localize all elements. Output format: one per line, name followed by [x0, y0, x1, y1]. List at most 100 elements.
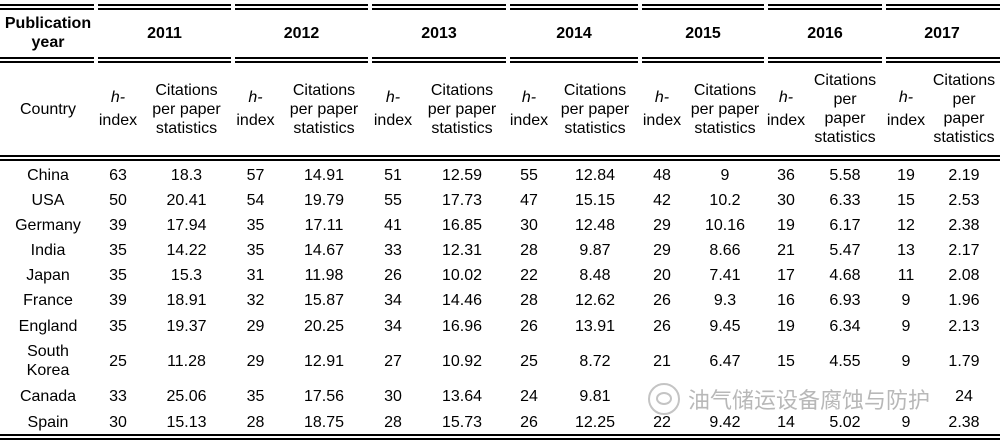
h-index-header: h-index: [508, 64, 550, 154]
h-index-cell: 54: [246, 192, 265, 209]
watermark-text: 油气储运设备腐蚀与防护: [688, 389, 931, 414]
citations-cell: 9.45: [709, 317, 741, 335]
h-index-cell: 9: [901, 352, 911, 370]
citations-header: Citations per paper statistics: [427, 81, 497, 137]
rule-gap: [506, 4, 510, 6]
citations-cell: 10.2: [709, 192, 741, 209]
rule-gap: [764, 4, 768, 6]
citations-cell: 9.3: [713, 292, 737, 309]
rule-gap: [764, 61, 768, 63]
country-cell: Spain: [27, 413, 69, 431]
citations-cell: 15.13: [166, 413, 207, 431]
citations-cell: 10.92: [441, 352, 483, 370]
rule-gap: [882, 57, 886, 59]
h-index-label-index: index: [642, 112, 682, 129]
citations-cell: 12.25: [574, 413, 616, 431]
citations-cell: 7.41: [709, 267, 741, 284]
citations-cell: 2.53: [948, 192, 980, 209]
h-index-cell: 17: [777, 267, 795, 284]
citations-cell: 2.19: [948, 167, 980, 184]
h-index-cell: 9: [901, 292, 911, 309]
year-header: 2016: [807, 24, 843, 42]
citations-cell: 15.73: [441, 413, 483, 431]
h-index-cell: 9: [901, 413, 911, 431]
h-index-label-h: h-: [654, 89, 670, 106]
rule-gap: [506, 61, 510, 63]
citations-cell: 1.79: [948, 352, 980, 370]
citations-header: Citations per paper statistics: [560, 81, 630, 137]
rule-gap: [94, 61, 98, 63]
citations-cell: 2.08: [948, 267, 980, 284]
h-index-cell: 21: [777, 242, 795, 259]
country-cell: Canada: [19, 387, 77, 405]
h-index-label-h: h-: [110, 89, 126, 106]
citations-cell: 11.98: [304, 267, 344, 284]
h-index-header: h-index: [370, 64, 416, 154]
rule-gap: [882, 61, 886, 63]
h-index-header: h-index: [96, 64, 140, 154]
citations-cell: 15.87: [303, 292, 345, 309]
rule-gap: [368, 57, 372, 59]
h-index-cell: 42: [653, 192, 671, 209]
country-header: Country: [19, 100, 77, 118]
year-header: 2014: [556, 24, 592, 42]
citations-cell: 12.62: [574, 292, 616, 309]
h-index-cell: 39: [109, 217, 127, 234]
citations-cell: 14.46: [441, 292, 483, 309]
year-header: 2017: [924, 24, 960, 42]
citations-header: Citations per paper statistics: [813, 72, 877, 146]
h-index-cell: 35: [246, 387, 265, 405]
citations-cell: 24: [955, 387, 973, 405]
h-index-cell: 35: [109, 267, 127, 284]
citations-cell: 6.47: [709, 352, 741, 370]
header-rule-2: [0, 61, 1000, 63]
citations-cell: 17.73: [441, 192, 483, 209]
watermark: 油气储运设备腐蚀与防护: [648, 383, 931, 415]
subheader-rule-2: [0, 159, 1000, 161]
citations-header: Citations per paper statistics: [289, 81, 359, 137]
citations-cell: 15.15: [574, 192, 616, 209]
citations-header: Citations per paper statistics: [152, 81, 221, 137]
citations-cell: 18.75: [303, 413, 345, 431]
citations-cell: 17.11: [304, 217, 344, 234]
citations-cell: 19.37: [166, 317, 207, 335]
country-cell: England: [18, 317, 78, 335]
h-index-cell: 30: [384, 387, 402, 405]
h-index-label-h: h-: [778, 89, 794, 106]
h-index-cell: 35: [246, 217, 265, 234]
citations-cell: 25.06: [166, 387, 207, 405]
citations-cell: 2.13: [948, 317, 980, 335]
h-index-label-index: index: [766, 112, 806, 129]
rule-gap: [638, 8, 642, 10]
h-index-cell: 29: [653, 217, 671, 234]
citations-cell: 2.17: [948, 242, 980, 259]
h-index-header: h-index: [766, 64, 806, 154]
h-index-cell: 57: [246, 167, 265, 184]
wechat-icon: [648, 383, 680, 415]
h-index-cell: 14: [777, 413, 795, 431]
h-index-cell: 55: [520, 167, 538, 184]
h-index-cell: 27: [384, 352, 402, 370]
h-index-cell: 63: [109, 167, 127, 184]
bottom-rule-2: [0, 438, 1000, 440]
h-index-cell: 51: [384, 167, 402, 184]
h-index-cell: 34: [384, 317, 402, 335]
rule-gap: [882, 8, 886, 10]
year-header: 2012: [283, 24, 320, 42]
country-cell: India: [30, 242, 66, 259]
rule-gap: [764, 57, 768, 59]
citations-cell: 13.91: [574, 317, 616, 335]
h-index-cell: 33: [384, 242, 402, 259]
h-index-label-index: index: [236, 112, 275, 129]
h-index-cell: 15: [897, 192, 915, 209]
h-index-cell: 48: [653, 167, 671, 184]
country-cell: South Korea: [26, 343, 70, 379]
citations-cell: 5.58: [829, 167, 861, 184]
h-index-cell: 13: [897, 242, 915, 259]
h-index-cell: 35: [246, 242, 265, 259]
h-index-cell: 39: [109, 292, 127, 309]
h-index-cell: 26: [384, 267, 402, 284]
rule-gap: [368, 8, 372, 10]
h-index-label-h: h-: [898, 89, 914, 106]
publication-year-header: Publication year: [4, 15, 92, 51]
